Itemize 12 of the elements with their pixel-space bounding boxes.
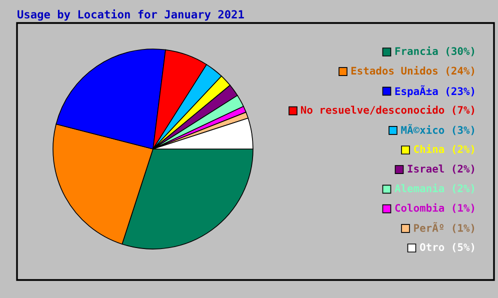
legend-label: Estados Unidos (24%) [351,66,474,76]
legend-label: EspaÃ±a (23%) [395,85,474,98]
legend-label: Otro (5%) [420,242,474,252]
legend-label: Francia (30%) [395,46,474,56]
legend-label: Colombia (1%) [395,203,474,214]
chart-title: Usage by Location for January 2021 [18,9,244,21]
legend-label: No resuelve/desconocido (7%) [301,105,474,116]
legend-label: PerÃº (1%) [414,222,474,234]
legend-label: MÃ©xico (3%) [401,124,474,136]
legend-label: Israel (2%) [408,164,474,174]
legend-label: China (2%) [414,144,474,154]
legend-label: Alemania (2%) [394,184,474,194]
